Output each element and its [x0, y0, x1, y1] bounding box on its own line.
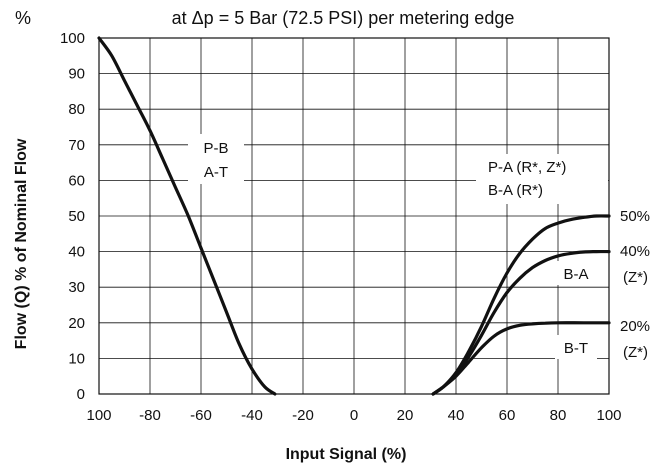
z-label-1: (Z*): [623, 269, 648, 286]
x-tick-label: 80: [550, 407, 567, 424]
pct-40-label: 40%: [620, 243, 650, 260]
ba-r-label: B-A (R*): [488, 182, 543, 199]
y-tick-label: 80: [68, 101, 85, 118]
pct-50-label: 50%: [620, 208, 650, 225]
pa-label: P-A (R*, Z*): [488, 159, 566, 176]
chart-title: at Δp = 5 Bar (72.5 PSI) per metering ed…: [172, 8, 515, 28]
y-tick-label: 60: [68, 172, 85, 189]
pb-label: P-B: [203, 140, 228, 157]
x-tick-label: 100: [86, 407, 111, 424]
at-label: A-T: [204, 164, 228, 181]
bt-label-bg: [555, 335, 597, 359]
curves: [97, 36, 611, 396]
x-tick-label: 100: [596, 407, 621, 424]
y-tick-label: 100: [60, 30, 85, 47]
tick-labels: 100 -80 -60 -40 -20 0 20 40 60 80 1000102030405060…: [60, 30, 622, 424]
y-tick-label: 10: [68, 350, 85, 367]
x-tick-label: -80: [139, 407, 161, 424]
y-tick-label: 40: [68, 244, 85, 261]
x-tick-label: 0: [350, 407, 358, 424]
x-tick-label: -40: [241, 407, 263, 424]
ba-label-bg: [555, 261, 597, 285]
pct-20-label: 20%: [620, 318, 650, 335]
y-unit-label: %: [15, 8, 31, 28]
pa-label-bg: [476, 154, 608, 204]
y-tick-label: 50: [68, 208, 85, 225]
x-tick-label: 40: [448, 407, 465, 424]
x-tick-label: -20: [292, 407, 314, 424]
ba-label: B-A: [563, 266, 588, 283]
series-line-2: [431, 249, 611, 396]
grid-lines: [98, 37, 610, 395]
pb-label-bg: [188, 134, 244, 184]
z-label-2: (Z*): [623, 344, 648, 361]
y-tick-label: 30: [68, 279, 85, 296]
x-tick-label: 60: [499, 407, 516, 424]
y-tick-label: 90: [68, 66, 85, 83]
y-tick-label: 0: [77, 386, 85, 403]
bt-label: B-T: [564, 340, 588, 357]
y-tick-label: 20: [68, 315, 85, 332]
y-axis-title: Flow (Q) % of Nominal Flow: [13, 138, 30, 349]
x-tick-label: -60: [190, 407, 212, 424]
series-line-0: [97, 36, 277, 396]
series-line-1: [431, 214, 611, 396]
x-tick-label: 20: [397, 407, 414, 424]
x-axis-title: Input Signal (%): [286, 446, 407, 463]
y-tick-label: 70: [68, 137, 85, 154]
series-line-3: [431, 321, 611, 396]
